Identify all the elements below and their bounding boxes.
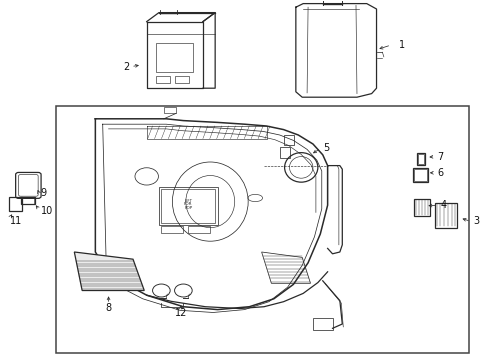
Text: 10: 10 <box>41 206 53 216</box>
Bar <box>163 107 176 113</box>
Text: LIFT: LIFT <box>184 198 192 203</box>
Text: POP: POP <box>184 206 192 211</box>
Polygon shape <box>74 252 144 291</box>
Text: 5: 5 <box>322 143 328 153</box>
Bar <box>413 169 426 181</box>
Bar <box>159 187 217 225</box>
Text: 1: 1 <box>398 40 404 50</box>
Bar <box>416 153 425 165</box>
Text: 6: 6 <box>437 168 443 178</box>
Bar <box>56 106 468 353</box>
Bar <box>283 135 294 145</box>
Text: FOR: FOR <box>183 202 192 207</box>
Text: 8: 8 <box>105 303 111 313</box>
Bar <box>161 189 215 223</box>
Bar <box>156 76 170 83</box>
Bar <box>22 198 34 204</box>
Bar <box>188 226 210 233</box>
Bar <box>21 197 35 204</box>
Bar <box>161 226 183 233</box>
Bar <box>280 147 289 158</box>
Text: 2: 2 <box>122 62 129 72</box>
Bar <box>434 203 456 228</box>
Bar <box>156 43 193 72</box>
Bar <box>9 197 22 211</box>
Bar <box>312 318 332 330</box>
Text: 11: 11 <box>10 216 22 226</box>
Text: 4: 4 <box>439 200 446 210</box>
Text: 3: 3 <box>472 216 478 226</box>
Bar <box>417 154 424 164</box>
Bar <box>412 168 427 182</box>
Text: 12: 12 <box>174 308 187 318</box>
Text: 7: 7 <box>437 152 443 162</box>
Bar <box>175 76 188 83</box>
Text: 9: 9 <box>41 188 47 198</box>
Bar <box>413 199 429 216</box>
